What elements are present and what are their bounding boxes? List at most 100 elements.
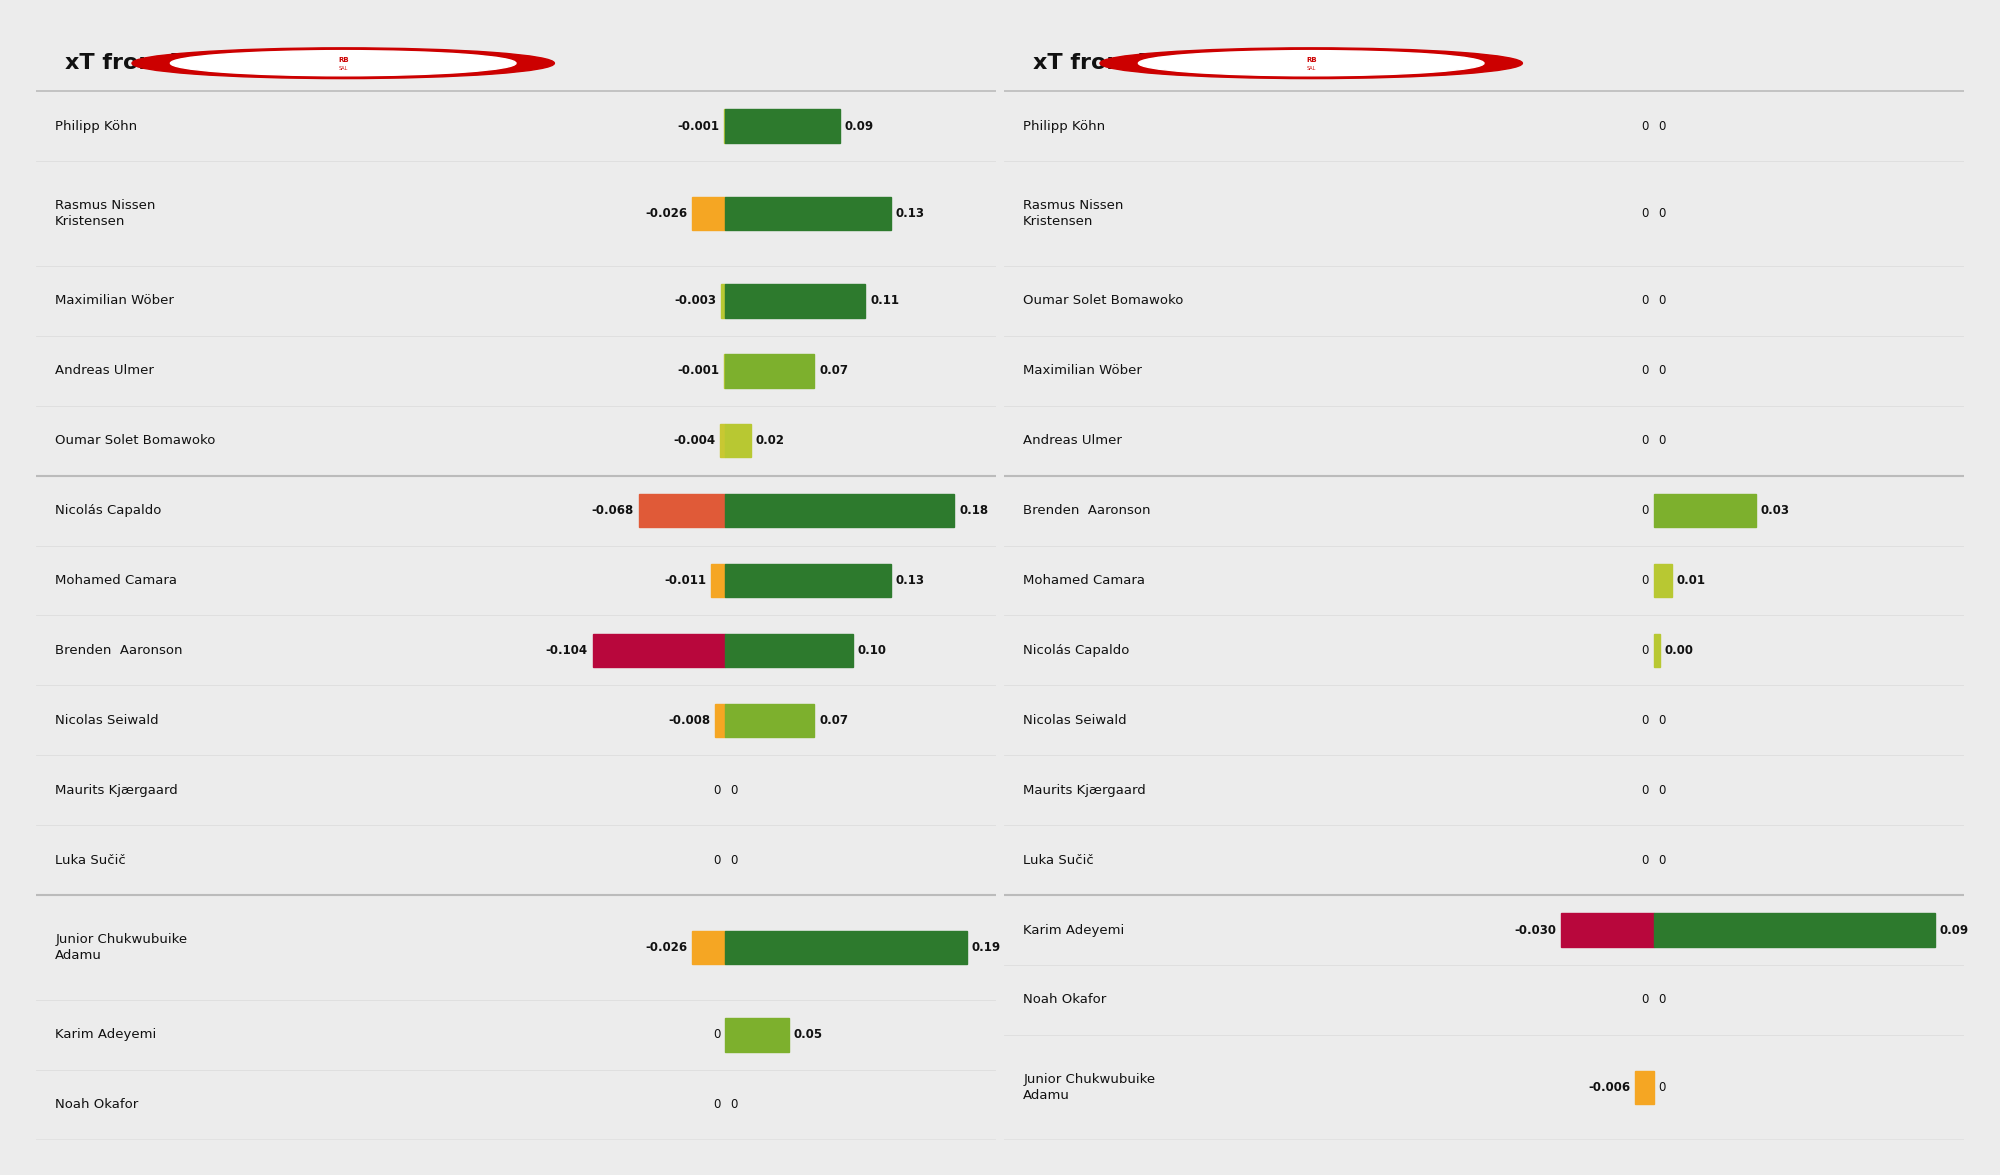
Bar	[726, 931, 968, 965]
Circle shape	[170, 51, 516, 76]
Text: Karim Adeyemi: Karim Adeyemi	[56, 1028, 156, 1041]
Bar	[1654, 913, 1936, 947]
Text: -0.001: -0.001	[678, 364, 720, 377]
Text: Rasmus Nissen
Kristensen: Rasmus Nissen Kristensen	[1024, 199, 1124, 228]
Text: 0.11: 0.11	[870, 295, 900, 308]
Bar	[726, 633, 852, 667]
Text: 0: 0	[730, 853, 738, 867]
Text: Andreas Ulmer: Andreas Ulmer	[1024, 435, 1122, 448]
Bar	[1636, 1070, 1654, 1104]
Text: 0.07: 0.07	[820, 364, 848, 377]
Bar	[726, 354, 814, 388]
Text: 0.13: 0.13	[896, 575, 924, 588]
Text: 0.00: 0.00	[1664, 644, 1694, 657]
Text: Noah Okafor: Noah Okafor	[56, 1099, 138, 1112]
Text: Nicolas Seiwald: Nicolas Seiwald	[56, 714, 158, 727]
Bar	[712, 564, 726, 597]
Text: Mohamed Camara: Mohamed Camara	[1024, 575, 1146, 588]
Text: 0: 0	[1642, 853, 1648, 867]
Bar	[720, 424, 726, 457]
Text: 0: 0	[1658, 295, 1666, 308]
Text: 0: 0	[1642, 993, 1648, 1007]
Text: -0.030: -0.030	[1514, 924, 1556, 936]
Text: Maximilian Wöber: Maximilian Wöber	[56, 295, 174, 308]
Bar	[1560, 913, 1654, 947]
Text: 0.19: 0.19	[972, 941, 1002, 954]
Text: Maurits Kjærgaard: Maurits Kjærgaard	[56, 784, 178, 797]
Text: -0.008: -0.008	[668, 714, 710, 727]
Bar	[1654, 633, 1660, 667]
Bar	[726, 704, 814, 737]
Text: 0.18: 0.18	[960, 504, 988, 517]
Text: 0: 0	[1658, 853, 1666, 867]
Text: 0: 0	[1658, 435, 1666, 448]
Text: -0.104: -0.104	[546, 644, 588, 657]
Circle shape	[1100, 48, 1522, 79]
Text: 0.03: 0.03	[1760, 504, 1790, 517]
Bar	[722, 284, 726, 317]
Text: -0.068: -0.068	[592, 504, 634, 517]
Text: 0.05: 0.05	[794, 1028, 822, 1041]
Text: Noah Okafor: Noah Okafor	[1024, 993, 1106, 1007]
Text: 0.07: 0.07	[820, 714, 848, 727]
Bar	[726, 1018, 788, 1052]
Text: -0.026: -0.026	[646, 207, 688, 220]
Bar	[638, 494, 726, 528]
Text: Nicolás Capaldo: Nicolás Capaldo	[1024, 644, 1130, 657]
Text: Karim Adeyemi: Karim Adeyemi	[1024, 924, 1124, 936]
Text: Luka Sučič: Luka Sučič	[56, 853, 126, 867]
Text: -0.006: -0.006	[1588, 1081, 1630, 1094]
Bar	[692, 931, 726, 965]
Text: Nicolás Capaldo: Nicolás Capaldo	[56, 504, 162, 517]
Bar	[1654, 564, 1672, 597]
Text: Andreas Ulmer: Andreas Ulmer	[56, 364, 154, 377]
Circle shape	[132, 48, 554, 79]
Text: 0.10: 0.10	[858, 644, 886, 657]
Text: 0: 0	[1658, 784, 1666, 797]
Text: 0: 0	[1642, 207, 1648, 220]
Text: 0: 0	[1658, 993, 1666, 1007]
Text: 0: 0	[1642, 435, 1648, 448]
Text: RB: RB	[338, 58, 348, 63]
Text: Luka Sučič: Luka Sučič	[1024, 853, 1094, 867]
Bar	[692, 196, 726, 230]
Bar	[726, 564, 890, 597]
Text: 0: 0	[1642, 120, 1648, 133]
Text: Brenden  Aaronson: Brenden Aaronson	[1024, 504, 1150, 517]
Text: 0: 0	[714, 1099, 720, 1112]
Text: SAL: SAL	[1306, 66, 1316, 72]
Text: SAL: SAL	[338, 66, 348, 72]
Bar	[726, 494, 954, 528]
Text: 0: 0	[1642, 575, 1648, 588]
Text: xT from Passes: xT from Passes	[64, 53, 254, 73]
Text: 0.02: 0.02	[756, 435, 784, 448]
Text: Philipp Köhn: Philipp Köhn	[56, 120, 138, 133]
Text: 0: 0	[1658, 120, 1666, 133]
Bar	[592, 633, 726, 667]
Text: 0: 0	[714, 784, 720, 797]
Bar	[726, 284, 866, 317]
Text: -0.001: -0.001	[678, 120, 720, 133]
Text: Rasmus Nissen
Kristensen: Rasmus Nissen Kristensen	[56, 199, 156, 228]
Bar	[726, 196, 890, 230]
Bar	[726, 109, 840, 143]
Text: 0: 0	[714, 853, 720, 867]
Text: -0.011: -0.011	[664, 575, 706, 588]
Text: 0.09: 0.09	[844, 120, 874, 133]
Text: Mohamed Camara: Mohamed Camara	[56, 575, 178, 588]
Text: 0: 0	[1658, 1081, 1666, 1094]
Text: Philipp Köhn: Philipp Köhn	[1024, 120, 1106, 133]
Text: 0: 0	[1642, 784, 1648, 797]
Text: RB: RB	[1306, 58, 1316, 63]
Text: 0: 0	[1642, 504, 1648, 517]
Text: -0.026: -0.026	[646, 941, 688, 954]
Bar	[726, 424, 750, 457]
Text: 0: 0	[1658, 364, 1666, 377]
Bar	[1654, 494, 1756, 528]
Text: 0: 0	[730, 1099, 738, 1112]
Text: 0: 0	[730, 784, 738, 797]
Text: 0.13: 0.13	[896, 207, 924, 220]
Text: 0: 0	[1642, 714, 1648, 727]
Text: Junior Chukwubuike
Adamu: Junior Chukwubuike Adamu	[1024, 1073, 1156, 1102]
Bar	[716, 704, 726, 737]
